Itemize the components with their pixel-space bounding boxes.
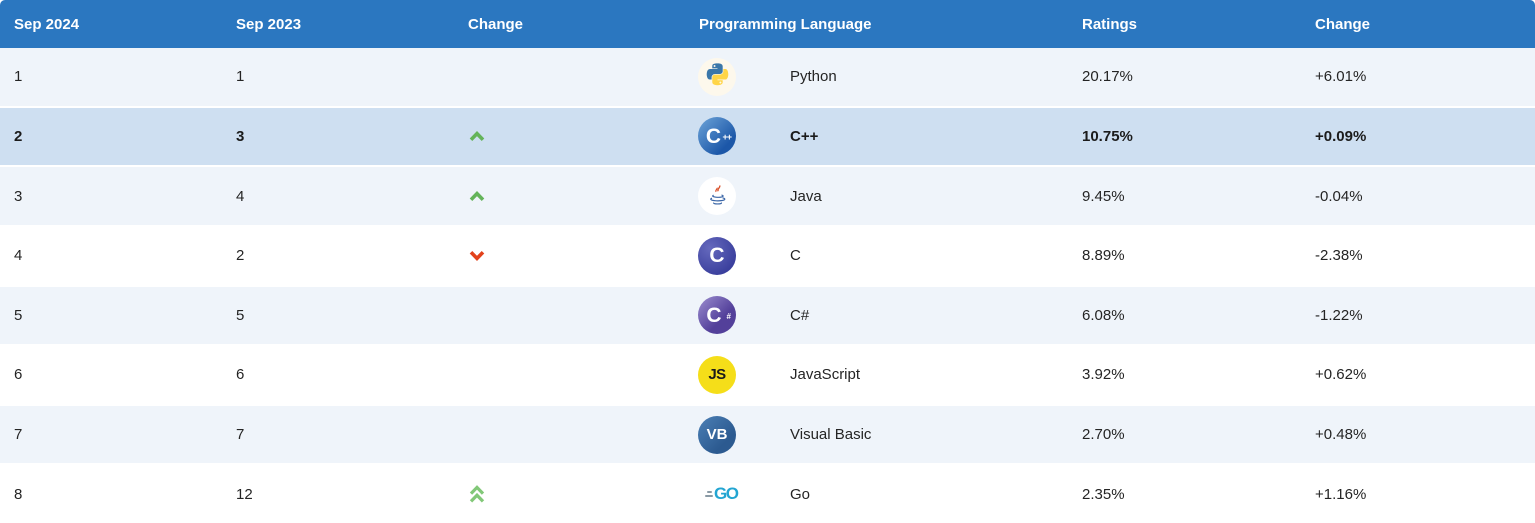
rating-value: 3.92% <box>1082 366 1125 384</box>
rank-change-indicator <box>455 287 690 345</box>
header-rank-current: Sep 2024 <box>14 15 80 33</box>
visual-basic-icon: VB <box>698 415 736 454</box>
cpp-icon: C ++ <box>698 117 736 156</box>
rank-change-indicator <box>455 167 690 225</box>
rating-value: 2.70% <box>1082 426 1125 444</box>
table-row-go[interactable]: 8 12 GO Go 2.35% +1.16% <box>0 465 1535 523</box>
header-ratings-change: Change <box>1315 15 1371 33</box>
header-ratings: Ratings <box>1082 15 1138 33</box>
language-icon-cell: JS <box>690 346 762 404</box>
language-icon-cell: GO <box>690 465 762 523</box>
rank-previous: 12 <box>236 485 253 503</box>
language-name: C# <box>790 306 810 324</box>
rank-current: 4 <box>14 247 23 265</box>
rating-change: +0.48% <box>1315 426 1367 444</box>
language-icon-cell: C <box>690 227 762 285</box>
javascript-icon: JS <box>698 355 736 394</box>
table-header-row: Sep 2024 Sep 2023 Change Programming Lan… <box>0 0 1535 48</box>
rank-current: 6 <box>14 366 23 384</box>
rank-change-indicator <box>455 346 690 404</box>
language-name: Java <box>790 187 822 205</box>
rating-value: 2.35% <box>1082 485 1125 503</box>
rank-current: 3 <box>14 187 23 205</box>
rating-change: +0.09% <box>1315 127 1367 145</box>
rating-change: +1.16% <box>1315 485 1367 503</box>
table-row-java[interactable]: 3 4 Java 9.45% -0.04% <box>0 167 1535 227</box>
language-name: Go <box>790 485 811 503</box>
table-row-cpp[interactable]: 2 3 C ++ C++ 10.75% +0.09% <box>0 107 1535 168</box>
rating-value: 9.45% <box>1082 187 1125 205</box>
table-row-c[interactable]: 4 2 C C 8.89% -2.38% <box>0 226 1535 287</box>
rating-change: -0.04% <box>1315 187 1363 205</box>
rank-change-indicator <box>455 227 690 285</box>
rank-current: 1 <box>14 68 23 86</box>
rank-change-indicator <box>455 465 690 523</box>
java-icon <box>698 177 736 216</box>
rank-current: 5 <box>14 306 23 324</box>
rating-change: -2.38% <box>1315 247 1363 265</box>
rank-previous: 3 <box>236 127 245 145</box>
language-icon-cell: VB <box>690 406 762 464</box>
table-row-python[interactable]: 1 1 Python 20.17% +6.01% <box>0 48 1535 108</box>
up-arrow-icon <box>468 130 486 142</box>
rating-value: 8.89% <box>1082 247 1125 265</box>
language-name: Visual Basic <box>790 426 872 444</box>
rating-value: 20.17% <box>1082 68 1133 86</box>
table-row-csharp[interactable]: 5 5 C # C# 6.08% -1.22% <box>0 286 1535 347</box>
rank-previous: 2 <box>236 247 245 265</box>
language-icon-cell <box>690 48 762 106</box>
table-body: 1 1 Python 20.17% +6.01% 2 3 C ++ C++ 10.75% +0.09%… <box>0 48 1535 523</box>
language-icon-cell <box>690 167 762 225</box>
csharp-icon: C # <box>698 296 736 335</box>
rank-previous: 6 <box>236 366 245 384</box>
language-name: Python <box>790 68 837 86</box>
double-up-arrow-icon <box>468 484 486 504</box>
header-language: Programming Language <box>699 15 872 33</box>
table-row-javascript[interactable]: 6 6 JS JavaScript 3.92% +0.62% <box>0 346 1535 406</box>
c-icon: C <box>698 236 736 275</box>
rank-current: 7 <box>14 426 23 444</box>
rating-change: +6.01% <box>1315 68 1367 86</box>
rating-value: 6.08% <box>1082 306 1125 324</box>
rank-previous: 5 <box>236 306 245 324</box>
python-icon <box>698 57 736 96</box>
language-name: JavaScript <box>790 366 861 384</box>
language-name: C <box>790 247 801 265</box>
rank-previous: 7 <box>236 426 245 444</box>
rank-change-indicator <box>455 48 690 106</box>
language-icon-cell: C ++ <box>690 108 762 166</box>
rating-value: 10.75% <box>1082 127 1133 145</box>
rating-change: -1.22% <box>1315 306 1363 324</box>
go-icon: GO <box>705 484 739 504</box>
table-row-visual-basic[interactable]: 7 7 VB Visual Basic 2.70% +0.48% <box>0 405 1535 466</box>
header-rank-change: Change <box>468 15 524 33</box>
up-arrow-icon <box>468 190 486 202</box>
rank-current: 2 <box>14 127 23 145</box>
language-icon-cell: C # <box>690 287 762 345</box>
header-rank-previous: Sep 2023 <box>236 15 302 33</box>
rating-change: +0.62% <box>1315 366 1367 384</box>
rank-current: 8 <box>14 485 23 503</box>
rank-change-indicator <box>455 108 690 166</box>
rank-previous: 4 <box>236 187 245 205</box>
down-arrow-icon <box>468 250 486 262</box>
rank-change-indicator <box>455 406 690 464</box>
language-name: C++ <box>790 127 819 145</box>
rank-previous: 1 <box>236 68 245 86</box>
